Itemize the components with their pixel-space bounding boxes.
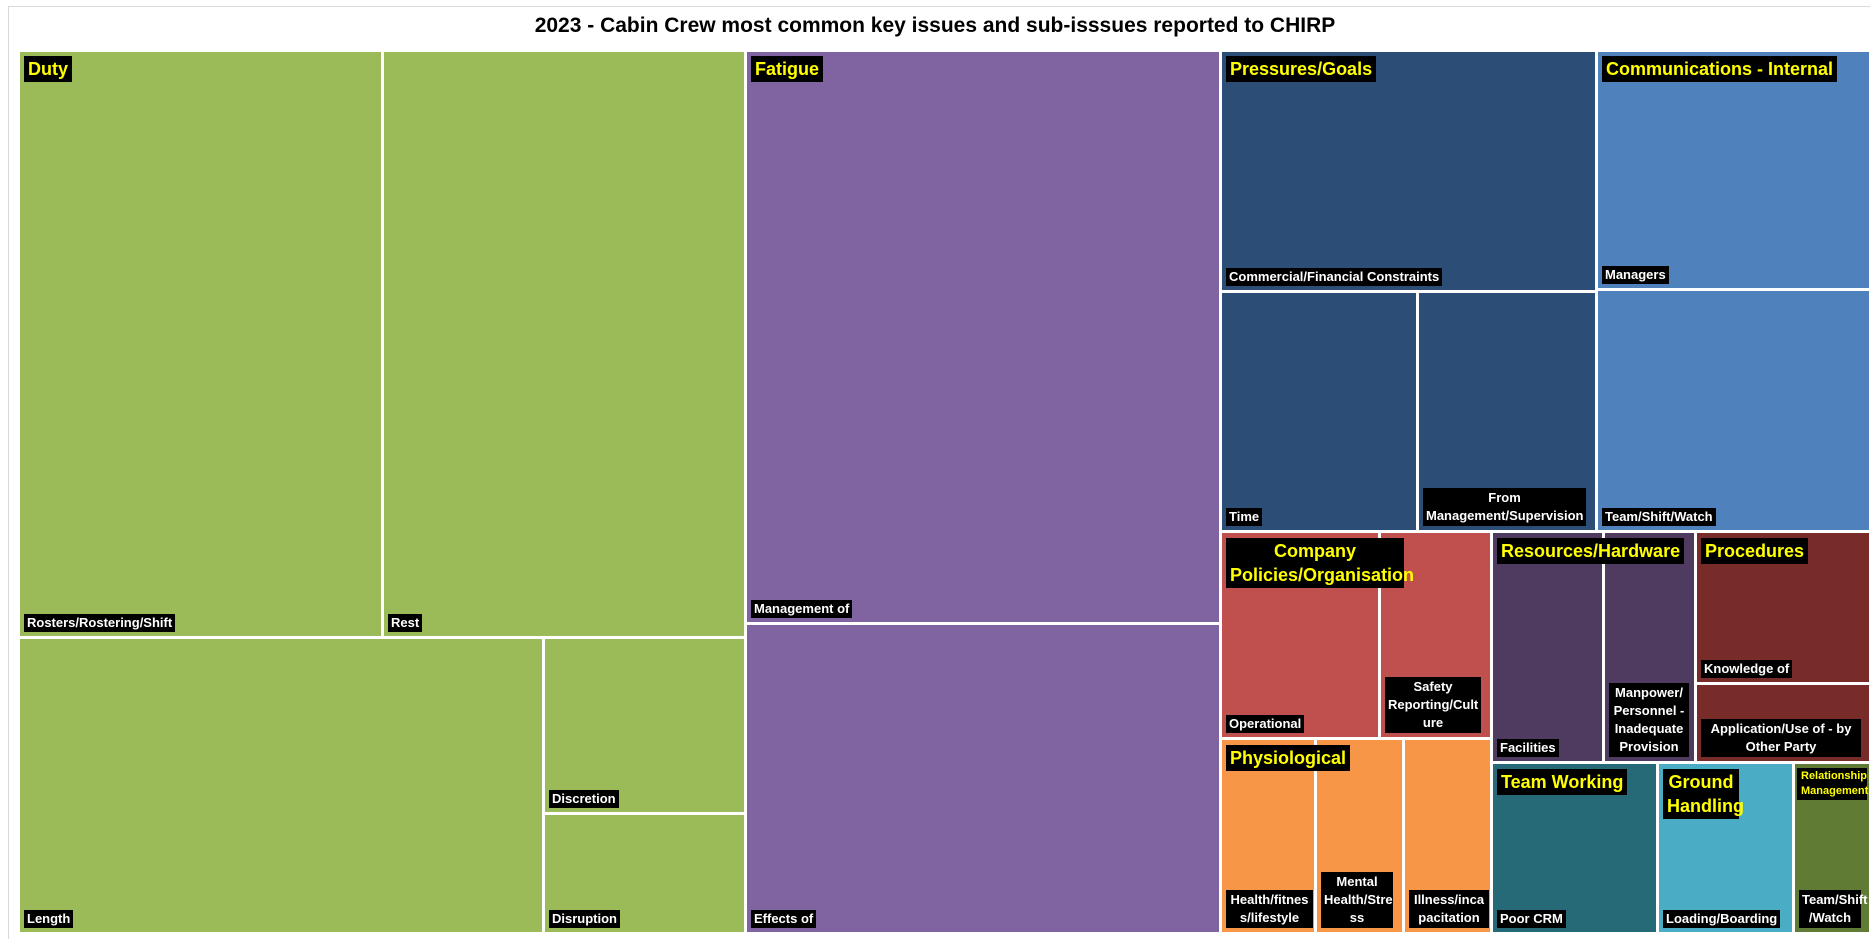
subissue-label: Commercial/Financial Constraints <box>1226 268 1443 286</box>
treemap-cell-communications-internal-managers: Managers <box>1598 52 1870 291</box>
treemap-cell-pressures-goals-time: Time <box>1222 293 1419 533</box>
group-label-fatigue: Fatigue <box>751 56 824 82</box>
subissue-label: Manpower/ Personnel - Inadequate Provisi… <box>1609 683 1689 757</box>
treemap-cell-physiological-illness-incapacitation: Illness/inca pacitation <box>1405 740 1493 935</box>
subissue-label: Health/fitnes s/lifestyle <box>1226 890 1313 928</box>
treemap-cell-duty-length: Length <box>20 639 545 935</box>
subissue-label: Team/Shift/Watch <box>1602 508 1716 526</box>
treemap-cell-duty-rest: Rest <box>384 52 747 639</box>
subissue-label: Time <box>1226 508 1263 526</box>
subissue-label: Managers <box>1602 266 1669 284</box>
group-label-pressures-goals: Pressures/Goals <box>1226 56 1377 82</box>
group-label-communications-internal: Communications - Internal <box>1602 56 1838 82</box>
subissue-label: Discretion <box>549 790 619 808</box>
group-label-physiological: Physiological <box>1226 745 1351 771</box>
treemap-cell-company-policies-organisation-safety-reporting-culture: Safety Reporting/Cult ure <box>1381 533 1493 740</box>
treemap-cell-physiological-mental-health-stress: Mental Health/Stre ss <box>1317 740 1405 935</box>
subissue-label: Rosters/Rostering/Shift <box>24 614 176 632</box>
subissue-label: Illness/inca pacitation <box>1409 890 1489 928</box>
treemap-cell-duty-rosters-rostering-shift: Rosters/Rostering/Shift <box>20 52 384 639</box>
treemap-cell-duty-discretion: Discretion <box>545 639 747 815</box>
subissue-label: Mental Health/Stre ss <box>1321 872 1393 928</box>
subissue-label: Length <box>24 910 74 928</box>
subissue-label: From Management/Supervision <box>1423 488 1586 526</box>
treemap-cell-duty-disruption: Disruption <box>545 815 747 935</box>
subissue-label: Rest <box>388 614 423 632</box>
treemap-cell-procedures-application-use-of-by-other-party: Application/Use of - by Other Party <box>1697 685 1870 764</box>
subissue-label: Application/Use of - by Other Party <box>1701 719 1861 757</box>
subissue-label: Knowledge of <box>1701 660 1793 678</box>
group-label-duty: Duty <box>24 56 72 82</box>
group-label-relationship-management: Relationship Management <box>1797 768 1868 800</box>
group-label-resources-hardware: Resources/Hardware <box>1497 538 1685 564</box>
treemap-cell-fatigue-management-of: Management of <box>747 52 1222 625</box>
treemap-cell-pressures-goals-commercial-financial-constraints: Commercial/Financial Constraints <box>1222 52 1598 293</box>
chart-frame <box>8 6 1870 939</box>
subissue-label: Team/Shift /Watch <box>1799 890 1868 928</box>
treemap-cell-communications-internal-team-shift-watch: Team/Shift/Watch <box>1598 291 1870 533</box>
treemap-cell-resources-hardware-facilities: Facilities <box>1493 533 1605 764</box>
group-label-team-working: Team Working <box>1497 769 1628 795</box>
subissue-label: Loading/Boarding <box>1663 910 1781 928</box>
subissue-label: Operational <box>1226 715 1305 733</box>
treemap-cell-physiological-health-fitness-lifestyle: Health/fitnes s/lifestyle <box>1222 740 1317 935</box>
subissue-label: Management of <box>751 600 853 618</box>
treemap-cell-pressures-goals-from-management-supervision: From Management/Supervision <box>1419 293 1598 533</box>
group-label-procedures: Procedures <box>1701 538 1809 564</box>
treemap-cell-fatigue-effects-of: Effects of <box>747 625 1222 935</box>
group-label-company-policies-organisation: Company Policies/Organisation <box>1226 538 1414 588</box>
subissue-label: Safety Reporting/Cult ure <box>1385 677 1481 733</box>
treemap-cell-resources-hardware-manpower-personnel-inadequate-provision: Manpower/ Personnel - Inadequate Provisi… <box>1605 533 1697 764</box>
subissue-label: Facilities <box>1497 739 1559 757</box>
chart-title: 2023 - Cabin Crew most common key issues… <box>534 14 1336 37</box>
subissue-label: Disruption <box>549 910 620 928</box>
group-label-ground-handling: Ground Handling <box>1663 769 1744 819</box>
subissue-label: Poor CRM <box>1497 910 1566 928</box>
subissue-label: Effects of <box>751 910 817 928</box>
